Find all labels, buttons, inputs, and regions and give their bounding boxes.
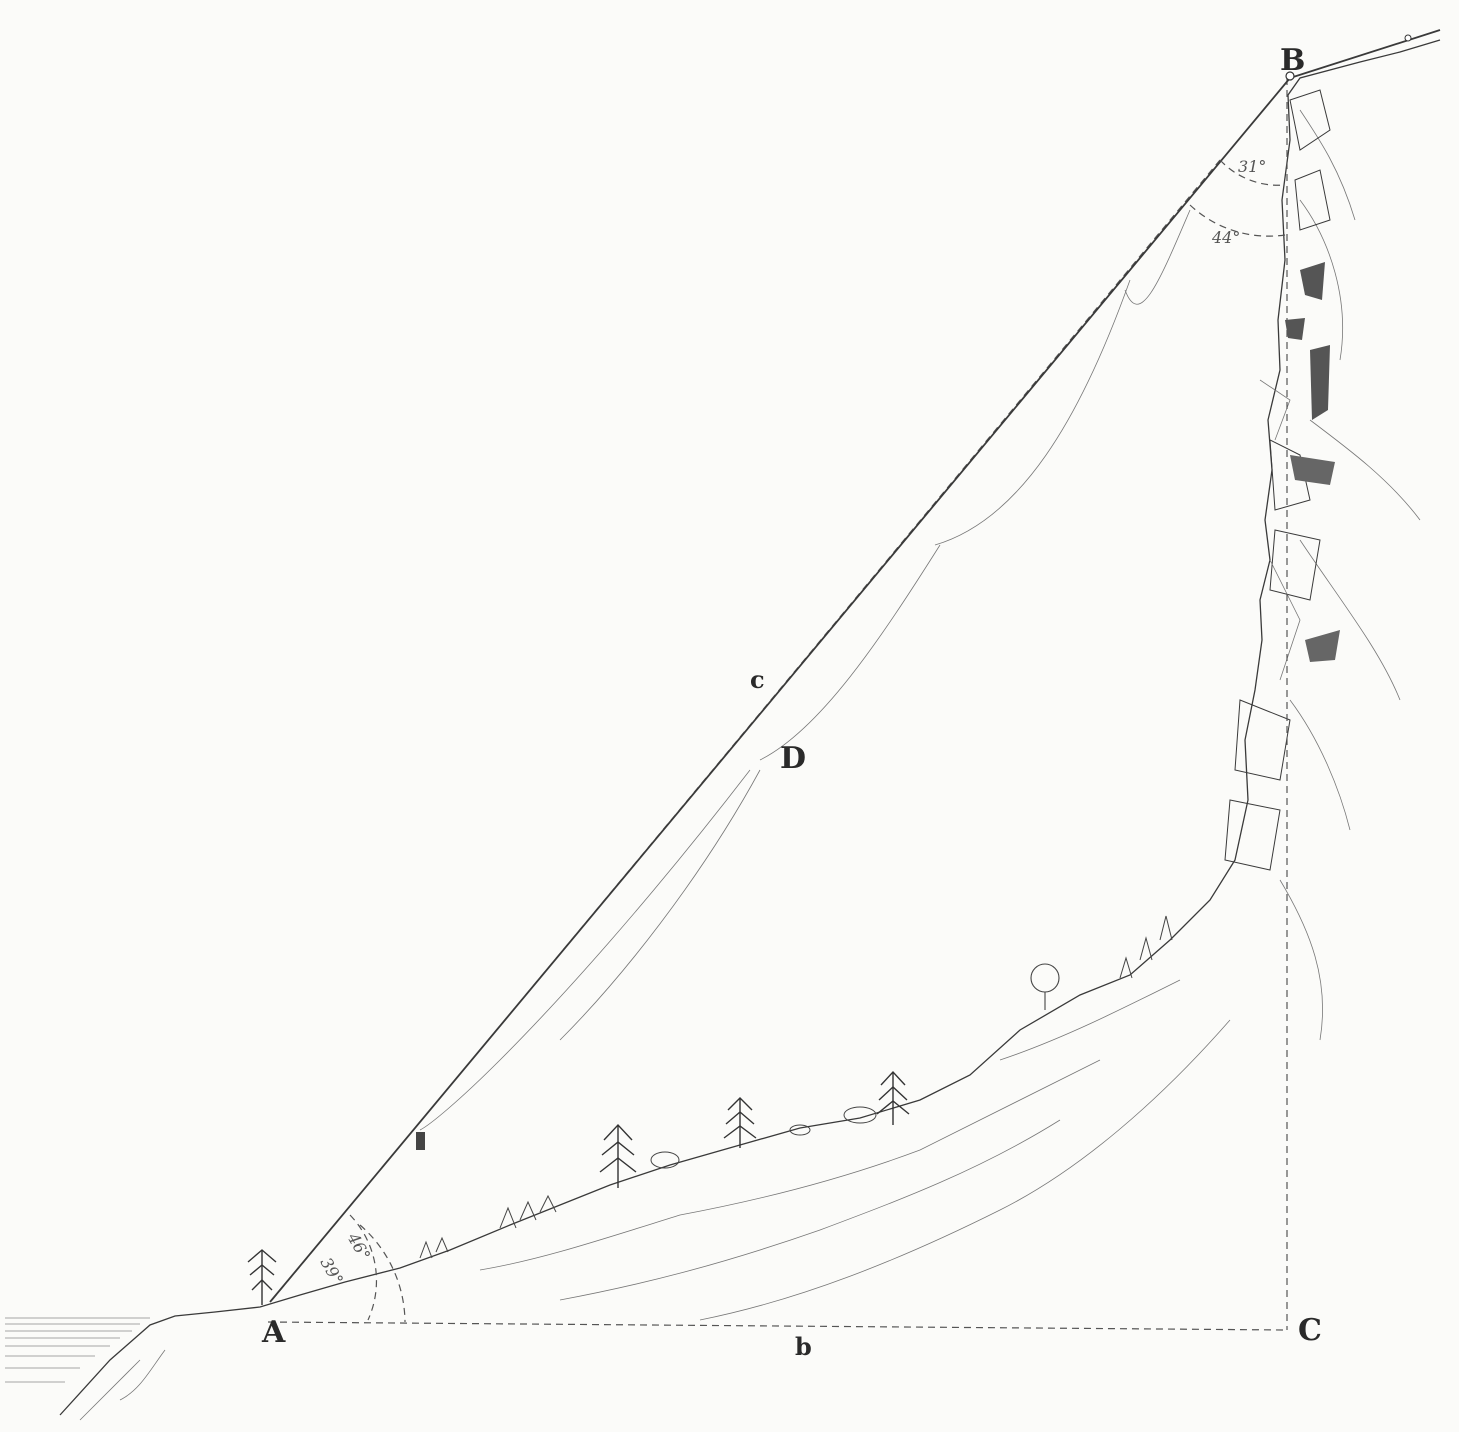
shrubs: [419, 915, 1173, 1259]
label-b-point: B: [1280, 43, 1305, 78]
label-c-point: C: [1298, 1313, 1322, 1348]
hillside: [59, 39, 1441, 1421]
triangle-construction: [267, 29, 1441, 1331]
anchor-icon: [1404, 34, 1412, 42]
pulley-b-icon: [1285, 71, 1295, 81]
label-d: D: [780, 741, 806, 776]
label-side-c: c: [750, 665, 765, 694]
rope-line: [269, 77, 1291, 1303]
label-side-b: b: [795, 1332, 812, 1361]
tree-icon: [723, 1097, 757, 1148]
tree-icon: [599, 1123, 637, 1188]
water-hatching: [5, 1317, 150, 1383]
tree-icon: [247, 1249, 277, 1305]
baseline-b: [267, 1321, 1288, 1331]
angle-31: 31°: [1238, 157, 1266, 176]
rock-face: [1224, 89, 1340, 871]
label-a: A: [261, 1315, 286, 1350]
trees: [247, 915, 1173, 1305]
angle-44: 44°: [1211, 228, 1240, 247]
tree-icon: [876, 1070, 910, 1125]
tree-icon: [1030, 963, 1060, 1010]
weight-icon: [416, 1132, 425, 1150]
